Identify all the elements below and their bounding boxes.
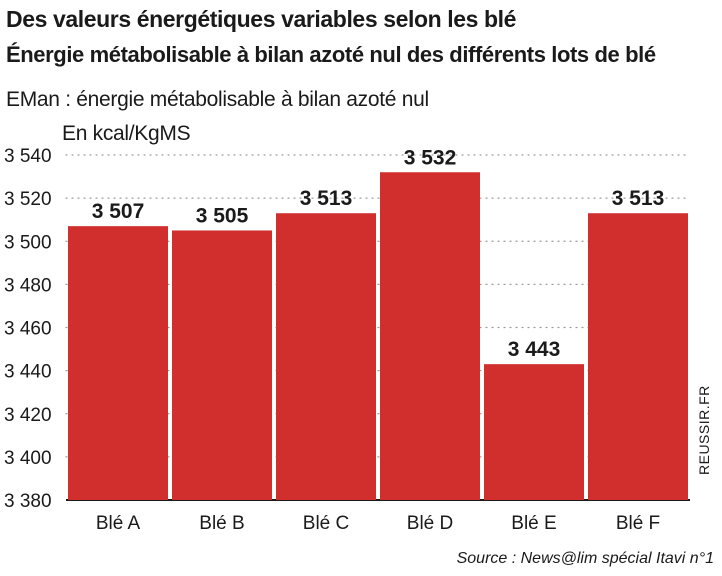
chart-note: EMan : énergie métabolisable à bilan azo… [6, 88, 429, 111]
chart-subtitle: Énergie métabolisable à bilan azoté nul … [6, 42, 656, 67]
bar [380, 172, 480, 500]
y-tick-label: 3 520 [4, 189, 52, 210]
data-label: 3 443 [508, 338, 561, 361]
bar [172, 230, 272, 500]
y-tick-label: 3 420 [4, 405, 52, 426]
y-tick-label: 3 500 [4, 232, 52, 253]
bar [276, 213, 376, 500]
data-label: 3 532 [404, 146, 457, 169]
y-tick-label: 3 380 [4, 491, 52, 512]
data-label: 3 507 [92, 200, 145, 223]
bar [588, 213, 688, 500]
bar [68, 226, 168, 500]
chart-title: Des valeurs énergétiques variables selon… [6, 6, 517, 32]
y-tick-label: 3 400 [4, 448, 52, 469]
x-tick-label: Blé B [199, 513, 244, 534]
y-tick-label: 3 460 [4, 319, 52, 340]
y-tick-label: 3 480 [4, 275, 52, 296]
bar [484, 364, 584, 500]
y-axis-unit-label: En kcal/KgMS [62, 122, 191, 145]
data-label: 3 513 [612, 187, 665, 210]
x-tick-label: Blé E [511, 513, 556, 534]
x-tick-label: Blé D [407, 513, 453, 534]
x-tick-label: Blé A [96, 513, 141, 534]
x-tick-label: Blé C [303, 513, 349, 534]
source-text: Source : News@lim spécial Itavi n°1 [456, 550, 714, 567]
x-tick-label: Blé F [616, 513, 660, 534]
credit-text: REUSSIR.FR [696, 385, 712, 475]
data-label: 3 505 [196, 204, 249, 227]
data-label: 3 513 [300, 187, 353, 210]
y-tick-label: 3 440 [4, 362, 52, 383]
y-tick-label: 3 540 [4, 146, 52, 167]
